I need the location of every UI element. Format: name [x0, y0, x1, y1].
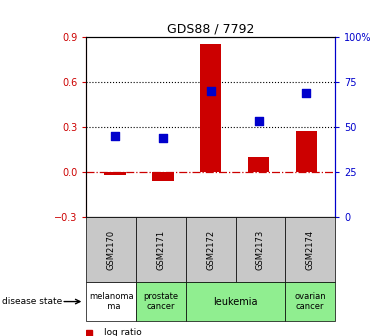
Text: GSM2171: GSM2171 — [156, 229, 165, 269]
Text: GSM2172: GSM2172 — [206, 229, 215, 269]
Text: GSM2173: GSM2173 — [256, 229, 265, 269]
Bar — [186, 217, 236, 282]
Bar — [200, 44, 221, 172]
Bar — [86, 217, 136, 282]
Point — [303, 90, 309, 95]
Text: GSM2174: GSM2174 — [306, 229, 315, 269]
Point — [112, 133, 118, 138]
Bar — [152, 172, 173, 181]
Bar — [285, 282, 335, 321]
Text: leukemia: leukemia — [213, 297, 258, 306]
Point — [255, 119, 262, 124]
Bar — [236, 217, 285, 282]
Bar — [296, 131, 317, 172]
Title: GDS88 / 7792: GDS88 / 7792 — [167, 23, 254, 36]
Bar — [136, 282, 186, 321]
Text: GSM2170: GSM2170 — [106, 229, 116, 269]
Point — [160, 135, 166, 140]
Bar — [186, 282, 285, 321]
Bar — [86, 282, 136, 321]
Text: disease state: disease state — [2, 297, 62, 306]
Text: ovarian
cancer: ovarian cancer — [295, 292, 326, 311]
Bar — [248, 157, 269, 172]
Text: prostate
cancer: prostate cancer — [143, 292, 178, 311]
Text: melanoma
  ma: melanoma ma — [89, 292, 133, 311]
Bar — [285, 217, 335, 282]
Bar — [104, 172, 126, 175]
Bar — [136, 217, 186, 282]
Point — [208, 88, 214, 93]
Text: log ratio: log ratio — [103, 328, 141, 336]
